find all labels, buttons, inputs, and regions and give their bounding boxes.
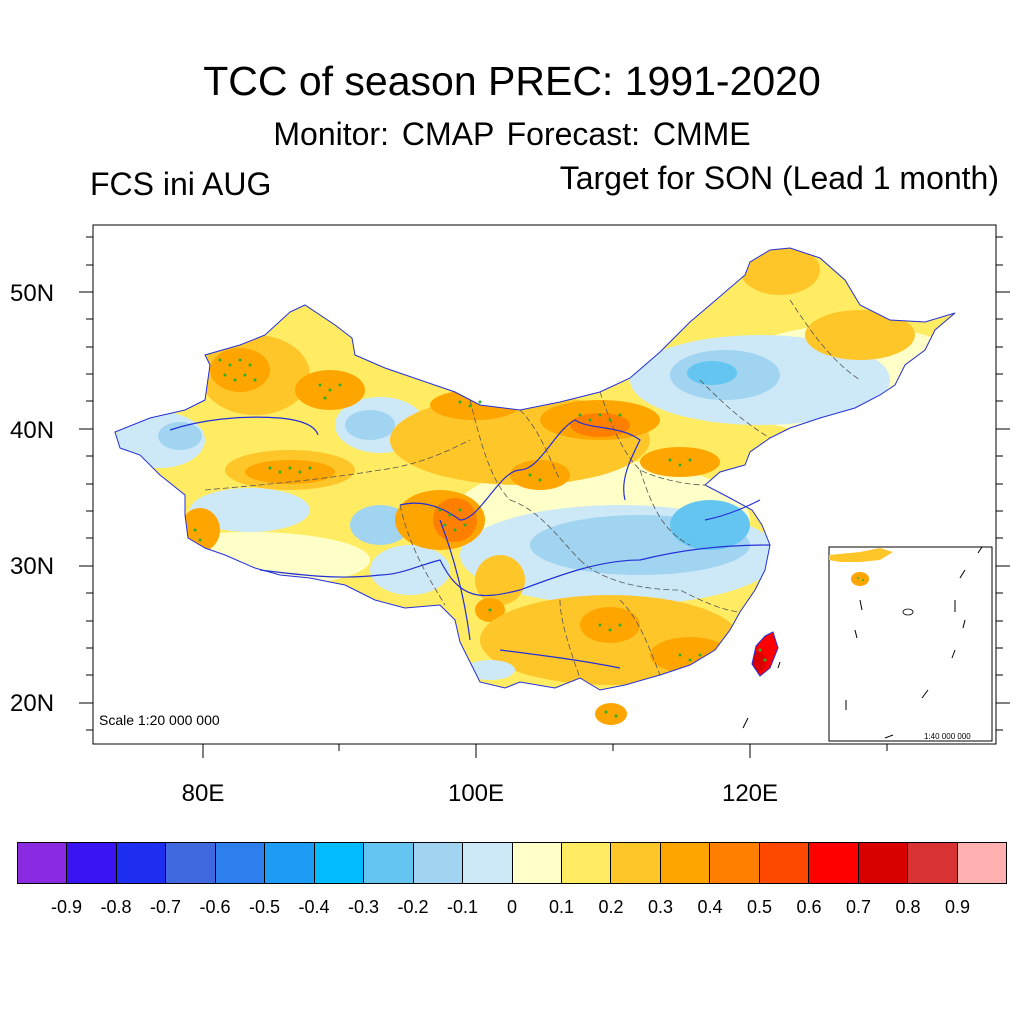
lat-label-50n: 50N [10, 280, 55, 307]
colorbar-swatch [659, 843, 710, 883]
colorbar-tick-label: -0.1 [446, 897, 479, 917]
colorbar-tick-label: 0.4 [697, 897, 723, 917]
init-month-label: FCS ini AUG [90, 166, 272, 202]
target-season-label: Target for SON (Lead 1 month) [559, 160, 999, 196]
colorbar-tick-label: 0.1 [548, 897, 575, 917]
rivers [169, 416, 771, 669]
taiwan-outline [751, 631, 779, 677]
colorbar-tick-label: -0.4 [298, 897, 330, 917]
map-title: TCC of season PREC: 1991-2020 [203, 58, 821, 104]
colorbar-swatch [560, 843, 611, 883]
colorbar-swatch [18, 843, 67, 883]
colorbar-swatch [165, 843, 215, 883]
inset-map [828, 546, 993, 742]
colorbar-tick-label: -0.7 [149, 897, 182, 917]
colorbar-swatch [907, 843, 957, 883]
colorbar [17, 842, 1007, 884]
lon-label-120e: 120E [721, 780, 779, 807]
colorbar-swatch [264, 843, 314, 883]
colorbar-tick-label: -0.8 [100, 897, 132, 917]
colorbar-tick-label: -0.5 [248, 897, 281, 917]
colorbar-swatch [115, 843, 166, 883]
colorbar-tick-label: -0.3 [347, 897, 380, 917]
colorbar-swatch [511, 843, 561, 883]
colorbar-tick-label: 0.2 [598, 897, 624, 917]
colorbar-tick-label: -0.9 [50, 897, 83, 917]
scale-label-main: Scale 1:20 000 000 [99, 712, 220, 728]
colorbar-tick-label: 0 [506, 897, 517, 917]
lat-label-30n: 30N [10, 553, 55, 580]
lon-label-100e: 100E [447, 780, 505, 807]
colorbar-tick-label: -0.6 [199, 897, 231, 917]
province-boundaries [204, 299, 861, 679]
colorbar-swatch [956, 843, 1007, 883]
colorbar-tick-label: 0.6 [796, 897, 822, 917]
colorbar-swatch [214, 843, 265, 883]
colorbar-swatch [462, 843, 512, 883]
colorbar-swatch [709, 843, 759, 883]
colorbar-swatch [610, 843, 660, 883]
colorbar-swatch [857, 843, 908, 883]
lat-label-40n: 40N [10, 417, 55, 444]
colorbar-tick-label: -0.2 [397, 897, 429, 917]
colorbar-swatch [808, 843, 858, 883]
significance-dots [193, 358, 767, 718]
axis-ticks [79, 236, 1010, 758]
colorbar-tick-label: 0.9 [944, 897, 971, 917]
hainan-island [595, 703, 627, 725]
colorbar-tick-label: 0.5 [746, 897, 773, 917]
national-border [114, 247, 956, 691]
lat-label-20n: 20N [10, 690, 55, 717]
colorbar-tick-label: 0.7 [845, 897, 872, 917]
colorbar-swatch [313, 843, 364, 883]
scale-label-inset: 1:40 000 000 [924, 732, 971, 741]
colorbar-swatch [412, 843, 463, 883]
colorbar-tick-label: 0.3 [647, 897, 674, 917]
colorbar-swatch [363, 843, 413, 883]
colorbar-swatch [758, 843, 809, 883]
map-subtitle: Monitor: CMAP Forecast: CMME [273, 116, 751, 152]
colorbar-tick-label: 0.8 [895, 897, 921, 917]
lon-label-80e: 80E [181, 780, 225, 807]
island-marks [742, 661, 781, 729]
colorbar-swatch [66, 843, 116, 883]
